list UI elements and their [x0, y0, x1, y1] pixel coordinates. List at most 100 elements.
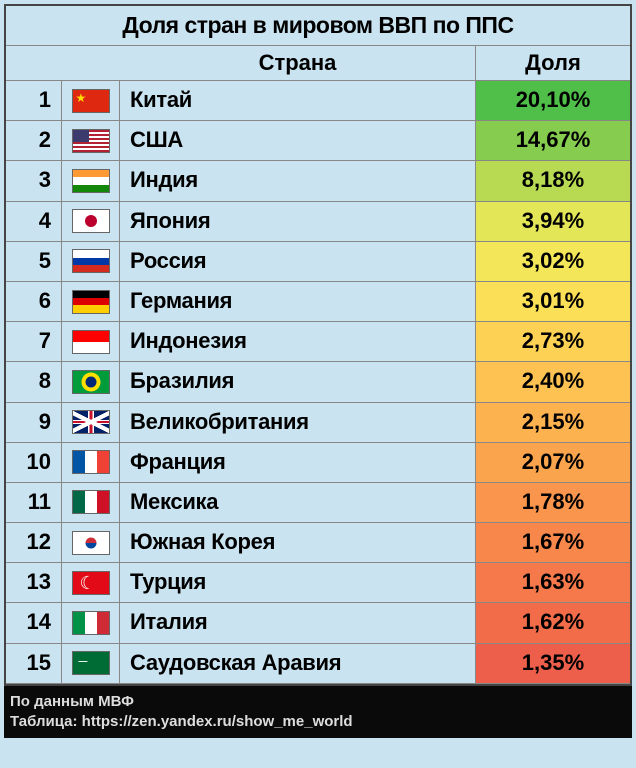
de-flag-icon	[72, 290, 110, 314]
table-title: Доля стран в мировом ВВП по ППС	[6, 6, 630, 46]
country-cell: Италия	[120, 603, 476, 642]
rank-cell: 7	[6, 322, 62, 361]
flag-cell	[62, 81, 120, 120]
table-row: 9 Великобритания2,15%	[6, 403, 630, 443]
table-row: 11 Мексика1,78%	[6, 483, 630, 523]
table-row: 12 Южная Корея1,67%	[6, 523, 630, 563]
country-cell: Россия	[120, 242, 476, 281]
tr-flag-icon	[72, 571, 110, 595]
rank-cell: 1	[6, 81, 62, 120]
country-cell: Индия	[120, 161, 476, 200]
country-cell: Саудовская Аравия	[120, 644, 476, 683]
gb-flag-icon	[72, 410, 110, 434]
rank-cell: 15	[6, 644, 62, 683]
flag-cell	[62, 161, 120, 200]
share-cell: 20,10%	[476, 81, 630, 120]
share-cell: 1,35%	[476, 644, 630, 683]
table-row: 1 Китай20,10%	[6, 81, 630, 121]
country-cell: США	[120, 121, 476, 160]
rank-cell: 12	[6, 523, 62, 562]
share-cell: 8,18%	[476, 161, 630, 200]
country-cell: Китай	[120, 81, 476, 120]
country-cell: Индонезия	[120, 322, 476, 361]
table-row: 8 Бразилия2,40%	[6, 362, 630, 402]
flag-cell	[62, 322, 120, 361]
table-row: 14 Италия1,62%	[6, 603, 630, 643]
br-flag-icon	[72, 370, 110, 394]
header-rank-blank	[6, 46, 62, 80]
share-cell: 3,94%	[476, 202, 630, 241]
share-cell: 1,63%	[476, 563, 630, 602]
kr-flag-icon	[72, 531, 110, 555]
country-cell: Мексика	[120, 483, 476, 522]
header-share: Доля	[476, 46, 630, 80]
share-cell: 2,07%	[476, 443, 630, 482]
flag-cell	[62, 644, 120, 683]
flag-cell	[62, 242, 120, 281]
cn-flag-icon	[72, 89, 110, 113]
rank-cell: 2	[6, 121, 62, 160]
share-cell: 2,73%	[476, 322, 630, 361]
it-flag-icon	[72, 611, 110, 635]
share-cell: 2,15%	[476, 403, 630, 442]
flag-cell	[62, 121, 120, 160]
share-cell: 3,02%	[476, 242, 630, 281]
flag-cell	[62, 403, 120, 442]
table-row: 13 Турция1,63%	[6, 563, 630, 603]
flag-cell	[62, 362, 120, 401]
in-flag-icon	[72, 169, 110, 193]
flag-cell	[62, 603, 120, 642]
rank-cell: 4	[6, 202, 62, 241]
rank-cell: 11	[6, 483, 62, 522]
country-cell: Южная Корея	[120, 523, 476, 562]
us-flag-icon	[72, 129, 110, 153]
rank-cell: 14	[6, 603, 62, 642]
mx-flag-icon	[72, 490, 110, 514]
table-row: 15 Саудовская Аравия1,35%	[6, 644, 630, 684]
table-row: 2 США14,67%	[6, 121, 630, 161]
share-cell: 1,67%	[476, 523, 630, 562]
rank-cell: 10	[6, 443, 62, 482]
flag-cell	[62, 563, 120, 602]
table-row: 5 Россия3,02%	[6, 242, 630, 282]
share-cell: 3,01%	[476, 282, 630, 321]
table-row: 4 Япония3,94%	[6, 202, 630, 242]
footer: По данным МВФ Таблица: https://zen.yande…	[4, 686, 632, 739]
rank-cell: 9	[6, 403, 62, 442]
country-cell: Германия	[120, 282, 476, 321]
country-cell: Япония	[120, 202, 476, 241]
sa-flag-icon	[72, 651, 110, 675]
flag-cell	[62, 282, 120, 321]
flag-cell	[62, 443, 120, 482]
table-row: 7 Индонезия2,73%	[6, 322, 630, 362]
table-row: 6 Германия3,01%	[6, 282, 630, 322]
fr-flag-icon	[72, 450, 110, 474]
jp-flag-icon	[72, 209, 110, 233]
rank-cell: 13	[6, 563, 62, 602]
header-row: Страна Доля	[6, 46, 630, 81]
id-flag-icon	[72, 330, 110, 354]
country-cell: Великобритания	[120, 403, 476, 442]
header-country: Страна	[120, 46, 476, 80]
table-row: 10 Франция2,07%	[6, 443, 630, 483]
footer-link: Таблица: https://zen.yandex.ru/show_me_w…	[10, 712, 626, 732]
country-cell: Турция	[120, 563, 476, 602]
flag-cell	[62, 202, 120, 241]
rank-cell: 6	[6, 282, 62, 321]
rank-cell: 3	[6, 161, 62, 200]
share-cell: 1,62%	[476, 603, 630, 642]
share-cell: 14,67%	[476, 121, 630, 160]
share-cell: 1,78%	[476, 483, 630, 522]
footer-source: По данным МВФ	[10, 692, 626, 712]
country-cell: Бразилия	[120, 362, 476, 401]
rank-cell: 8	[6, 362, 62, 401]
ru-flag-icon	[72, 249, 110, 273]
country-cell: Франция	[120, 443, 476, 482]
gdp-share-table: Доля стран в мировом ВВП по ППС Страна Д…	[4, 4, 632, 686]
flag-cell	[62, 483, 120, 522]
flag-cell	[62, 523, 120, 562]
rank-cell: 5	[6, 242, 62, 281]
share-cell: 2,40%	[476, 362, 630, 401]
header-flag-blank	[62, 46, 120, 80]
table-row: 3 Индия8,18%	[6, 161, 630, 201]
